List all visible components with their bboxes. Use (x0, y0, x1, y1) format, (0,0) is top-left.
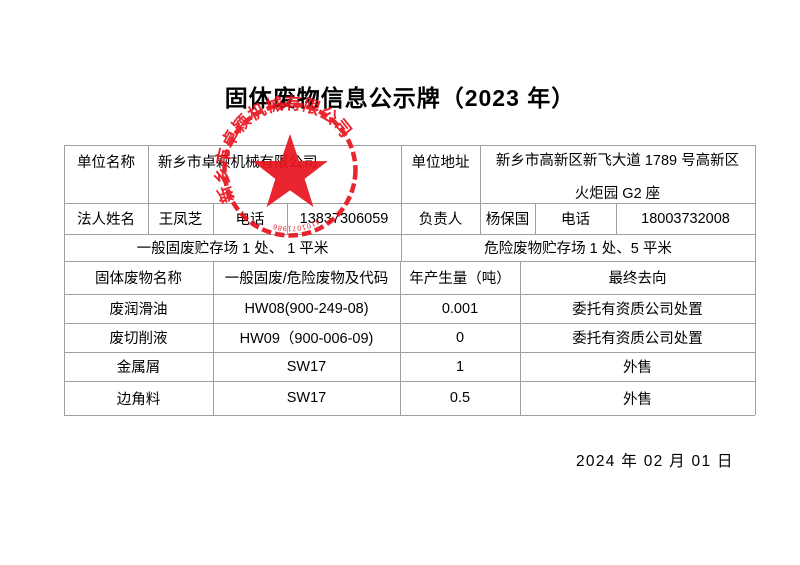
svg-text:4101071986: 4101071986 (271, 217, 321, 233)
